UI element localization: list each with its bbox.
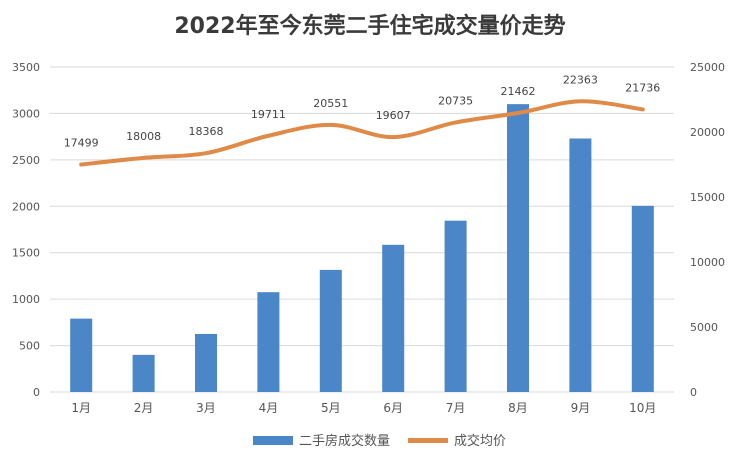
x-tick-label: 4月 [259, 401, 279, 415]
legend: 二手房成交数量 成交均价 [253, 433, 506, 449]
data-label: 18368 [189, 125, 224, 138]
data-label: 17499 [64, 137, 99, 150]
right-tick-label: 10000 [690, 256, 725, 269]
x-tick-label: 9月 [571, 401, 591, 415]
legend-bar-swatch [253, 436, 293, 445]
data-label: 20551 [313, 97, 348, 110]
right-tick-label: 5000 [690, 321, 718, 334]
right-tick-label: 15000 [690, 191, 725, 204]
left-tick-label: 500 [19, 340, 40, 353]
x-tick-label: 1月 [71, 401, 91, 415]
x-tick-label: 7月 [446, 401, 466, 415]
left-tick-label: 0 [33, 386, 40, 399]
data-label: 19607 [376, 109, 411, 122]
left-tick-label: 3000 [12, 107, 40, 120]
bar [195, 333, 217, 392]
right-tick-label: 20000 [690, 126, 725, 139]
grid-lines [50, 66, 674, 393]
right-axis: 0 5000 10000 15000 20000 25000 [690, 61, 725, 399]
left-axis: 0 500 1000 1500 2000 2500 3000 3500 [12, 61, 40, 399]
bar [70, 318, 93, 392]
bar [507, 104, 529, 393]
line-series [79, 99, 645, 167]
chart-title: 2022年至今东莞二手住宅成交量价走势 [174, 13, 565, 39]
data-label: 22363 [563, 73, 598, 86]
bar [631, 205, 654, 392]
x-tick-label: 5月 [321, 401, 341, 415]
legend-line-label: 成交均价 [454, 433, 506, 449]
bar [257, 292, 280, 392]
legend-bar-label: 二手房成交数量 [299, 433, 390, 449]
left-tick-label: 1000 [12, 293, 40, 306]
data-label: 21736 [625, 81, 660, 94]
legend-line-swatch [408, 438, 448, 443]
data-label: 18008 [126, 130, 161, 143]
bar-series [70, 104, 654, 393]
x-axis: 1月 2月 3月 4月 5月 6月 7月 8月 9月 10月 [71, 401, 656, 415]
left-tick-label: 2000 [12, 200, 40, 213]
bar [569, 138, 592, 392]
data-label: 20735 [438, 94, 473, 107]
x-tick-label: 8月 [508, 401, 528, 415]
x-tick-label: 10月 [629, 401, 656, 415]
data-label: 21462 [501, 85, 536, 98]
x-tick-label: 3月 [196, 401, 216, 415]
left-tick-label: 2500 [12, 154, 40, 167]
line-data-labels: 17499 18008 18368 19711 20551 19607 20735 21462… [64, 73, 661, 149]
left-tick-label: 3500 [12, 61, 40, 74]
bar [319, 269, 342, 392]
right-tick-label: 0 [690, 386, 697, 399]
left-tick-label: 1500 [12, 247, 40, 260]
right-tick-label: 25000 [690, 61, 725, 74]
bar [444, 220, 467, 392]
bar [382, 244, 405, 392]
x-tick-label: 6月 [383, 401, 403, 415]
bar [132, 354, 155, 392]
data-label: 19711 [251, 108, 286, 121]
x-tick-label: 2月 [134, 401, 154, 415]
series-line [79, 99, 645, 167]
